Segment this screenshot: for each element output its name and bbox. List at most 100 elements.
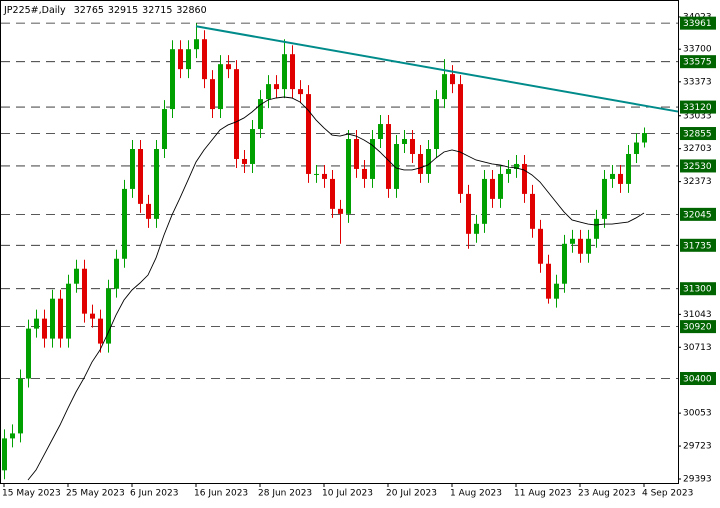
y-tick-label: 30713 xyxy=(683,343,712,353)
candle-body xyxy=(146,203,151,219)
last-close: 32860 xyxy=(176,5,206,16)
candle-body xyxy=(402,139,407,145)
level-label: 32855 xyxy=(683,130,712,140)
candle-body xyxy=(18,378,23,434)
level-label: 33961 xyxy=(683,19,712,29)
candle-body xyxy=(34,318,39,329)
candle-body xyxy=(490,178,495,199)
moving-average xyxy=(27,96,645,481)
level-label: 32530 xyxy=(683,162,712,172)
x-tick-label: 16 Jun 2023 xyxy=(194,489,248,499)
candle-body xyxy=(186,49,191,70)
candle-body xyxy=(522,163,527,194)
candle-body xyxy=(466,193,471,234)
level-label: 30400 xyxy=(683,375,712,385)
candle-body xyxy=(26,328,31,379)
candle-body xyxy=(330,178,335,209)
candle-body xyxy=(226,64,231,70)
x-tick-label: 11 Aug 2023 xyxy=(514,489,572,499)
candle-body xyxy=(426,148,431,174)
candle-body xyxy=(474,223,479,234)
candle-body xyxy=(130,148,135,189)
candle-body xyxy=(450,74,455,85)
x-tick-label: 10 Jul 2023 xyxy=(322,489,373,499)
candle-body xyxy=(122,188,127,259)
candle-body xyxy=(370,139,375,179)
level-label-box xyxy=(680,372,716,386)
candle-body xyxy=(378,124,383,140)
y-tick-label: 33700 xyxy=(683,45,712,55)
x-tick-label: 28 Jun 2023 xyxy=(258,489,312,499)
level-label: 33575 xyxy=(683,58,712,68)
x-tick-label: 6 Jun 2023 xyxy=(130,489,178,499)
candle-body xyxy=(218,64,223,110)
candle-body xyxy=(538,228,543,264)
candle-body xyxy=(266,84,271,100)
y-tick-label: 32703 xyxy=(683,144,712,154)
y-tick-label: 31043 xyxy=(683,310,712,320)
candle-body xyxy=(362,168,367,179)
candle-body xyxy=(434,99,439,149)
candle-body xyxy=(586,238,591,254)
level-label-box xyxy=(680,100,716,114)
y-tick-label: 29723 xyxy=(683,442,712,452)
level-label: 30920 xyxy=(683,323,712,333)
candle-body xyxy=(274,84,279,90)
candle-body xyxy=(338,208,343,214)
candle-body xyxy=(210,79,215,110)
level-label-box xyxy=(680,282,716,296)
candle-body xyxy=(578,238,583,254)
candle-body xyxy=(354,139,359,169)
chart-header: JP225#,Daily 32765 32915 32715 32860 xyxy=(3,5,207,16)
y-tick-label: 32373 xyxy=(683,177,712,187)
candle-body xyxy=(82,268,87,314)
candle-body xyxy=(242,158,247,164)
y-tick-label: 33033 xyxy=(683,111,712,121)
candle-body xyxy=(410,139,415,154)
level-label-box xyxy=(680,238,716,252)
candle-body xyxy=(554,283,559,299)
candle-body xyxy=(282,54,287,90)
candle-body xyxy=(42,318,47,339)
x-tick-label: 4 Sep 2023 xyxy=(642,489,693,499)
candle-body xyxy=(290,54,295,90)
candle-body xyxy=(418,153,423,174)
y-tick-label: 29393 xyxy=(683,475,712,485)
candle-body xyxy=(90,313,95,319)
candle-body xyxy=(458,84,463,194)
y-tick-label: 33373 xyxy=(683,77,712,87)
candle-body xyxy=(442,74,447,100)
candle-body xyxy=(258,99,263,130)
candle-body xyxy=(594,218,599,239)
candle-body xyxy=(154,148,159,219)
candle-body xyxy=(74,268,79,284)
candle-body xyxy=(194,39,199,50)
candle-body xyxy=(250,129,255,164)
level-label-box xyxy=(680,207,716,221)
x-tick-label: 25 May 2023 xyxy=(66,489,125,499)
x-tick-label: 20 Jul 2023 xyxy=(386,489,437,499)
last-low: 32715 xyxy=(142,5,172,16)
trendline xyxy=(195,25,679,113)
candle-body xyxy=(642,133,647,143)
candle-body xyxy=(98,318,103,344)
candle-body xyxy=(530,193,535,229)
candle-body xyxy=(298,89,303,95)
candle-body xyxy=(10,433,15,439)
level-label: 32045 xyxy=(683,210,712,220)
last-high: 32915 xyxy=(108,5,138,16)
y-tick-label: 30053 xyxy=(683,409,712,419)
candle-body xyxy=(106,288,111,344)
level-label-box xyxy=(680,16,716,30)
candle-body xyxy=(634,142,639,154)
candle-body xyxy=(386,124,391,189)
level-label: 33120 xyxy=(683,103,712,113)
level-label-box xyxy=(680,55,716,69)
candle-body xyxy=(626,153,631,184)
x-tick-label: 15 May 2023 xyxy=(2,489,61,499)
candle-body xyxy=(346,139,351,214)
candle-body xyxy=(66,283,71,339)
level-label-box xyxy=(680,127,716,141)
candle-body xyxy=(498,173,503,199)
